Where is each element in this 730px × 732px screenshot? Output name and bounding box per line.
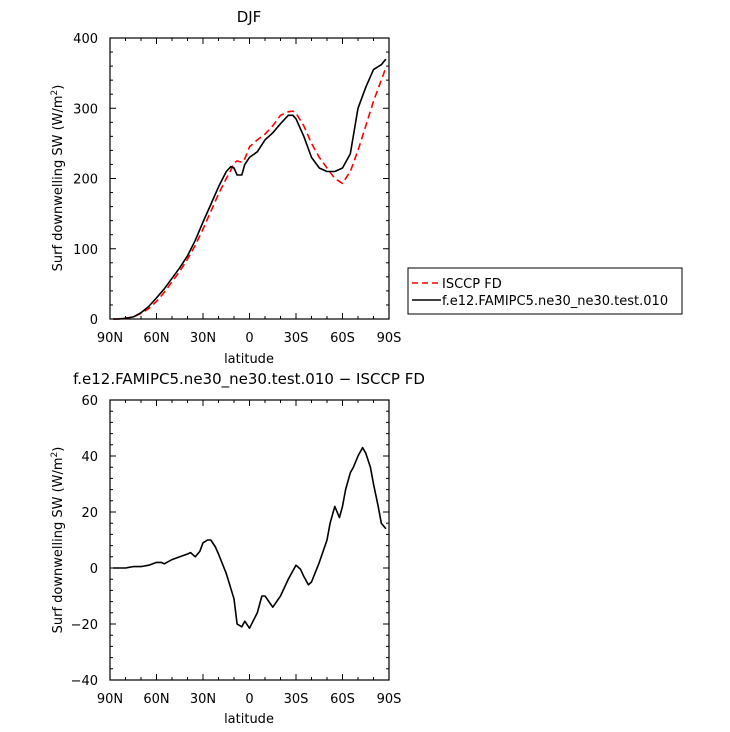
chart-top-legend: ISCCP FD f.e12.FAMIPC5.ne30_ne30.test.01… [407,267,683,315]
chart-bottom-x-tick-label: 30N [190,692,216,707]
chart-top: DJF 0 100 200 300 400 90N 60N 30N 0 30S 60S 90S la… [50,8,683,367]
chart-bottom-y-tick-label: 0 [90,562,98,577]
chart-top-x-tick-label: 90N [97,331,123,346]
chart-top-x-tick-label: 0 [245,331,253,346]
chart-bottom-y-label-close: ) [51,447,66,452]
chart-top-series [113,58,387,320]
chart-bottom-y-label: Surf downwelling SW (W/m2) [50,447,66,634]
chart-top-y-tick-label: 300 [73,102,98,117]
chart-bottom-y-tick-label: −40 [71,674,98,689]
chart-bottom-x-tick-label: 30S [284,692,309,707]
chart-top-y-tick-label: 100 [73,243,98,258]
chart-bottom-ticks [109,399,390,681]
chart-top-x-label: latitude [224,352,274,367]
chart-bottom-plot-area [109,399,390,681]
chart-bottom-x-label: latitude [224,712,274,727]
chart-bottom-y-tick-labels: −40 −20 0 20 40 60 [71,394,98,689]
chart-bottom-y-tick-label: 20 [81,506,98,521]
chart-top-y-tick-labels: 0 100 200 300 400 [73,32,98,328]
chart-bottom-y-tick-label: −20 [71,618,98,633]
chart-top-y-label: Surf downwelling SW (W/m2) [50,85,66,272]
chart-top-y-tick-label: 400 [73,32,98,47]
chart-top-y-label-sup: 2 [50,90,60,96]
chart-bottom-x-tick-label: 90S [377,692,402,707]
chart-bottom-x-tick-label: 0 [245,692,253,707]
chart-top-series-line-0 [113,67,387,320]
chart-top-ticks [109,37,390,320]
chart-bottom-y-tick-label: 40 [81,450,98,465]
chart-bottom-x-tick-label: 60S [330,692,355,707]
legend-label-model: f.e12.FAMIPC5.ne30_ne30.test.010 [442,294,668,309]
chart-top-y-label-close: ) [51,85,66,90]
chart-top-series-line-1 [113,58,387,320]
chart-bottom-y-tick-label: 60 [81,394,98,409]
chart-bottom-title: f.e12.FAMIPC5.ne30_ne30.test.010 − ISCCP… [73,370,425,389]
chart-top-x-tick-label: 30N [190,331,216,346]
chart-top-x-tick-label: 60S [330,331,355,346]
chart-bottom-x-tick-label: 90N [97,692,123,707]
chart-top-x-tick-label: 30S [284,331,309,346]
legend-box [407,267,683,315]
chart-bottom-x-tick-labels: 90N 60N 30N 0 30S 60S 90S [97,692,402,707]
chart-top-plot-area [109,37,390,320]
chart-bottom-y-label-main: Surf downwelling SW (W/m [51,457,66,633]
chart-top-x-tick-label: 90S [377,331,402,346]
chart-bottom-y-label-sup: 2 [50,452,60,458]
chart-bottom-x-tick-label: 60N [143,692,169,707]
chart-top-y-tick-label: 200 [73,173,98,188]
chart-top-title: DJF [237,8,262,26]
chart-bottom-series [113,446,387,630]
chart-top-y-tick-label: 0 [90,313,98,328]
legend-label-isccp: ISCCP FD [442,277,502,292]
chart-bottom: f.e12.FAMIPC5.ne30_ne30.test.010 − ISCCP… [50,370,425,727]
chart-top-x-tick-label: 60N [143,331,169,346]
chart-top-y-label-main: Surf downwelling SW (W/m [51,95,66,271]
chart-top-x-tick-labels: 90N 60N 30N 0 30S 60S 90S [97,331,402,346]
chart-bottom-series-line-0 [113,446,387,630]
